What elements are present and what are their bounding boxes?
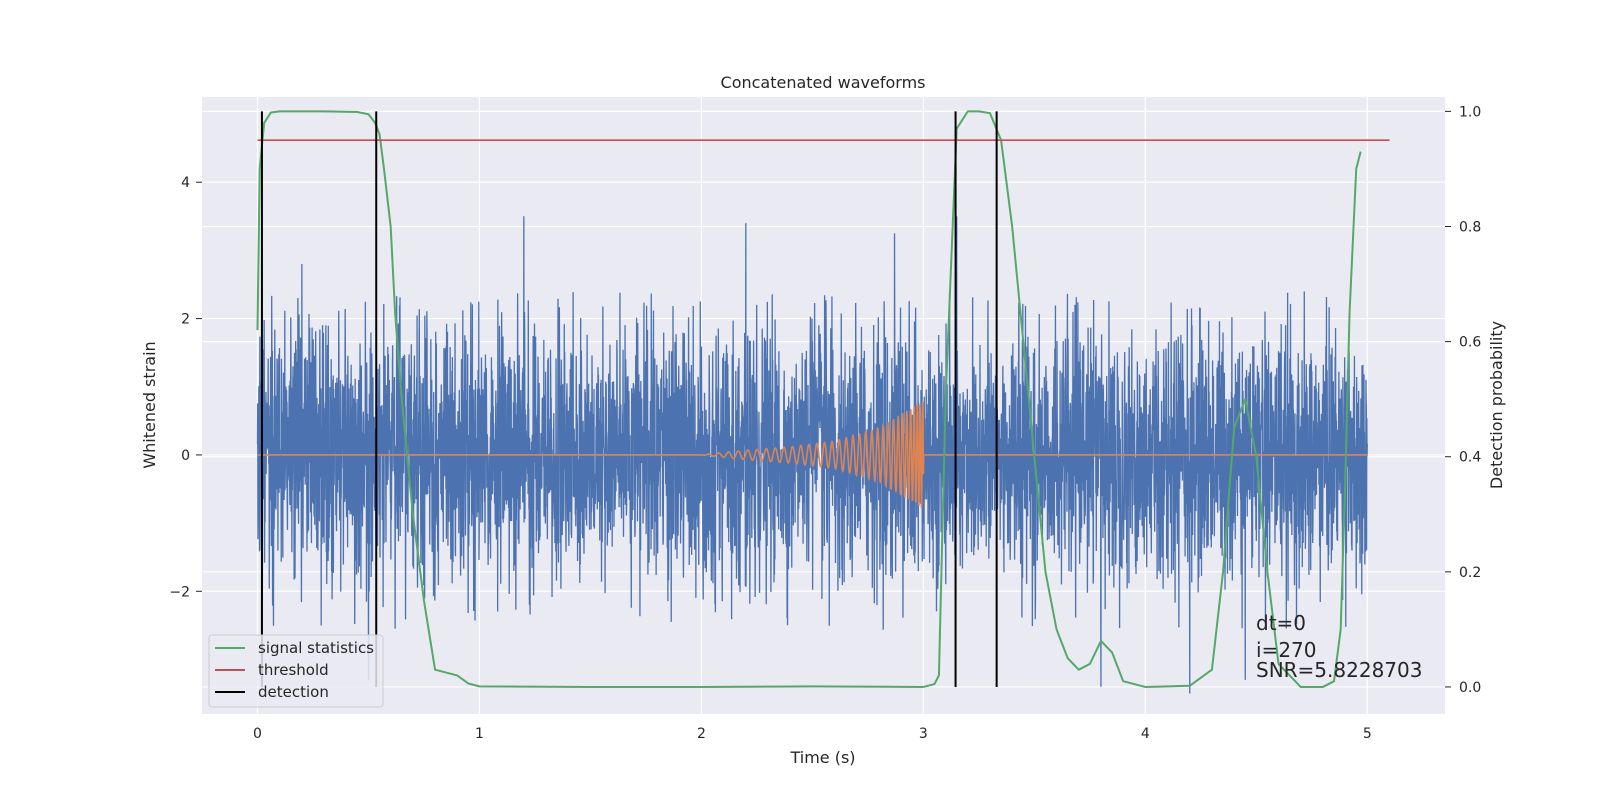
y2-tick-label: 0.6 bbox=[1459, 335, 1481, 351]
x-tick-label: 0 bbox=[253, 726, 262, 742]
y2-tick-label: 0.2 bbox=[1459, 565, 1481, 581]
annotation-box: dt=0 i=270 SNR=5.8228703 bbox=[1256, 611, 1422, 682]
x-tick-label: 3 bbox=[919, 726, 928, 742]
series-injected-chirp bbox=[257, 401, 1368, 509]
x-tick-label: 4 bbox=[1141, 726, 1150, 742]
x-axis-label: Time (s) bbox=[789, 748, 855, 767]
y2-tick-label: 1.0 bbox=[1459, 104, 1481, 120]
y-tick-label: 0 bbox=[181, 448, 190, 464]
legend: signal statistics threshold detection bbox=[208, 634, 384, 708]
legend-label-detection: detection bbox=[258, 683, 329, 701]
y-tick-label: 4 bbox=[181, 175, 190, 191]
y2-tick-label: 0.4 bbox=[1459, 450, 1481, 466]
series-signal-statistics bbox=[256, 110, 1362, 688]
annotation-dt: dt=0 bbox=[1256, 611, 1306, 635]
legend-label-threshold: threshold bbox=[258, 661, 329, 679]
legend-box bbox=[208, 634, 384, 708]
y-tick-label: 2 bbox=[181, 312, 190, 328]
y2-axis-label: Detection probability bbox=[1487, 321, 1506, 489]
legend-label-signal-statistics: signal statistics bbox=[258, 639, 374, 657]
y2-tick-label: 0.0 bbox=[1459, 680, 1481, 696]
chart-title: Concatenated waveforms bbox=[721, 73, 926, 92]
y-axis-label: Whitened strain bbox=[140, 341, 159, 468]
series-strain-noise bbox=[256, 216, 1368, 694]
x-tick-label: 1 bbox=[475, 726, 484, 742]
x-tick-label: 2 bbox=[697, 726, 706, 742]
annotation-snr: SNR=5.8228703 bbox=[1256, 658, 1422, 682]
y-tick-label: −2 bbox=[169, 584, 190, 600]
y2-tick-label: 0.8 bbox=[1459, 220, 1481, 236]
x-tick-label: 5 bbox=[1363, 726, 1372, 742]
annotation-i: i=270 bbox=[1256, 638, 1317, 662]
